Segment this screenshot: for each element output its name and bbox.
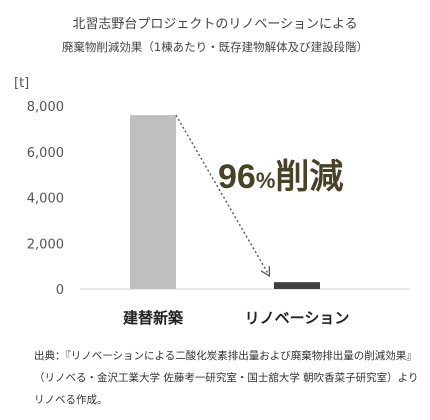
bar (130, 115, 176, 290)
reduction-arrow (175, 114, 269, 275)
bar (274, 282, 320, 289)
y-tick-label: 4,000 (27, 192, 64, 207)
reduction-annotation: 96%削減 (218, 158, 343, 196)
source-note: 出典：『リノベーションによる二酸化炭素排出量および廃棄物排出量の削減効果』（リノ… (34, 350, 419, 406)
y-tick-label: 6,000 (27, 146, 64, 161)
y-axis-unit: [t] (14, 76, 30, 91)
y-tick-label: 0 (56, 283, 64, 298)
chart-title: 北習志野台プロジェクトのリノベーションによる (72, 17, 358, 32)
chart-subtitle: 廃棄物削減効果（1棟あたり・既存建物解体及び建設段階） (61, 40, 369, 54)
y-tick-label: 2,000 (27, 237, 64, 252)
x-category-label: 建替新築 (123, 309, 184, 327)
reduction-label: 削減 (275, 158, 343, 196)
bar-chart: 8,000 6,000 4,000 2,000 0 96%削減 建替新築 リノベーション (27, 100, 410, 327)
reduction-value: 96 (218, 158, 256, 196)
y-tick-label: 8,000 (27, 100, 64, 115)
reduction-percent-sign: % (256, 168, 276, 193)
x-category-label: リノベーション (245, 309, 350, 327)
